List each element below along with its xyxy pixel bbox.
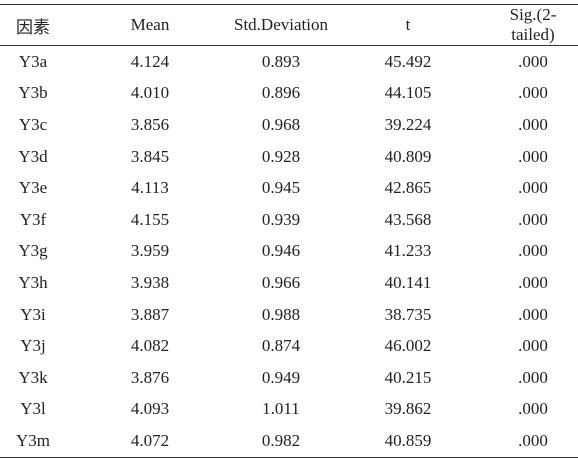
table-cell: 42.865 [384, 178, 432, 198]
table-cell: Y3i [20, 304, 46, 324]
table-cell: 0.949 [261, 367, 301, 387]
table-cell: 4.113 [131, 178, 169, 198]
table-cell: .000 [518, 114, 548, 134]
table-row: Y3j 4.082 0.874 46.002 .000 [0, 330, 578, 362]
table-cell: 4.093 [130, 399, 170, 419]
table-cell: 39.862 [384, 399, 432, 419]
table-cell: 0.982 [261, 430, 301, 450]
header-cell: t [327, 4, 488, 46]
table-row: Y3b 4.010 0.896 44.105 .000 [0, 78, 578, 110]
table-cell: Y3g [18, 241, 48, 261]
table-cell: Y3k [18, 367, 48, 387]
table-cell: 4.124 [130, 51, 170, 71]
table-cell: 40.809 [384, 146, 432, 166]
header-cell: Mean [66, 4, 234, 46]
table-cell: .000 [518, 304, 548, 324]
table-cell: 3.887 [130, 304, 170, 324]
table-cell: Y3a [18, 51, 48, 71]
table-cell: .000 [518, 178, 548, 198]
table-row: Y3c 3.856 0.968 39.224 .000 [0, 109, 578, 141]
table-cell: 4.072 [130, 430, 170, 450]
table-cell: .000 [518, 272, 548, 292]
header-row: 因素 Mean Std.Deviation t Sig.(2-tailed) [0, 4, 578, 46]
table-cell: 4.155 [130, 209, 170, 229]
table-cell: 4.082 [130, 336, 170, 356]
table-row: Y3h 3.938 0.966 40.141 .000 [0, 267, 578, 299]
table-cell: 0.966 [261, 272, 301, 292]
table-cell: 3.959 [130, 241, 170, 261]
header-cell: Std.Deviation [234, 4, 328, 46]
table-row: Y3d 3.845 0.928 40.809 .000 [0, 141, 578, 173]
table-cell: Y3e [18, 178, 48, 198]
table-cell: 43.568 [384, 209, 432, 229]
table-row: Y3a 4.124 0.893 45.492 .000 [0, 46, 578, 78]
table-cell: .000 [518, 51, 548, 71]
table-cell: .000 [518, 367, 548, 387]
table-cell: 0.939 [261, 209, 301, 229]
table-cell: 4.010 [130, 83, 170, 103]
table-cell: 0.968 [261, 114, 301, 134]
table-cell: 3.938 [130, 272, 170, 292]
table-cell: 1.011 [262, 399, 300, 419]
table-cell: Y3l [20, 399, 46, 419]
table-row: Y3l 4.093 1.011 39.862 .000 [0, 394, 578, 426]
table-row: Y3i 3.887 0.988 38.735 .000 [0, 299, 578, 331]
table-cell: 3.856 [130, 114, 170, 134]
table-cell: Y3f [19, 209, 47, 229]
table-cell: Y3m [16, 430, 50, 450]
table-cell: .000 [518, 146, 548, 166]
table-cell: .000 [518, 83, 548, 103]
table-cell: .000 [518, 399, 548, 419]
table-cell: 0.945 [261, 178, 301, 198]
table-cell: 0.988 [261, 304, 301, 324]
table-cell: 38.735 [384, 304, 432, 324]
table-cell: 41.233 [384, 241, 432, 261]
table-cell: 40.215 [384, 367, 432, 387]
table-cell: .000 [518, 336, 548, 356]
table-cell: 45.492 [384, 51, 432, 71]
table-cell: .000 [518, 209, 548, 229]
table-cell: 0.946 [261, 241, 301, 261]
table-cell: 46.002 [384, 336, 432, 356]
table-cell: Y3h [18, 272, 48, 292]
table-row: Y3g 3.959 0.946 41.233 .000 [0, 236, 578, 268]
table-cell: 0.896 [261, 83, 301, 103]
table-cell: .000 [518, 430, 548, 450]
data-table: 因素 Mean Std.Deviation t Sig.(2-tailed) Y3a 4.… [0, 4, 578, 458]
table-cell: .000 [518, 241, 548, 261]
table-row: Y3k 3.876 0.949 40.215 .000 [0, 362, 578, 394]
table-cell: 40.859 [384, 430, 432, 450]
table-cell: 39.224 [384, 114, 432, 134]
table-cell: Y3d [18, 146, 48, 166]
table-cell: 3.845 [130, 146, 170, 166]
table-cell: 0.928 [261, 146, 301, 166]
table-row: Y3e 4.113 0.945 42.865 .000 [0, 172, 578, 204]
table-cell: Y3j [20, 336, 46, 356]
table-cell: 3.876 [130, 367, 170, 387]
table-row: Y3m 4.072 0.982 40.859 .000 [0, 425, 578, 457]
table-row: Y3f 4.155 0.939 43.568 .000 [0, 204, 578, 236]
header-cell: 因素 [0, 4, 66, 46]
table-cell: 44.105 [384, 83, 432, 103]
table-body: Y3a 4.124 0.893 45.492 .000 Y3b 4.010 0.896 44.1… [0, 46, 578, 458]
header-cell: Sig.(2-tailed) [487, 4, 578, 46]
table-cell: 0.893 [261, 51, 301, 71]
table-cell: 40.141 [384, 272, 432, 292]
table-cell: Y3c [18, 114, 48, 134]
table-header: 因素 Mean Std.Deviation t Sig.(2-tailed) [0, 4, 578, 46]
table-cell: 0.874 [261, 336, 301, 356]
table-cell: Y3b [18, 83, 48, 103]
